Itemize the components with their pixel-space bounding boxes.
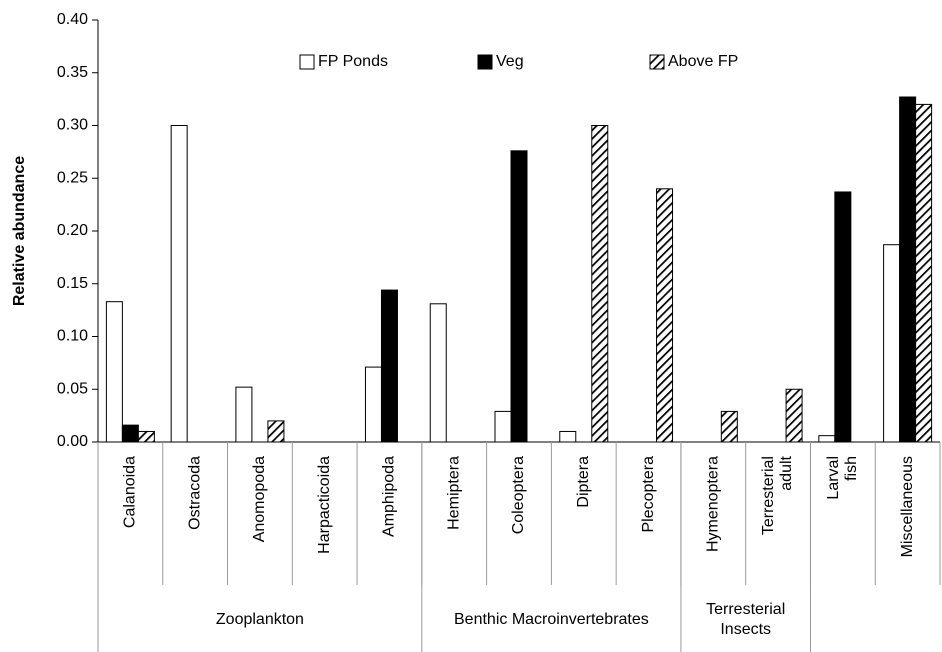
y-tick-label: 0.10 (57, 328, 88, 345)
bar (510, 150, 528, 443)
legend-swatch (299, 54, 315, 70)
y-axis-label: Relative abundance (11, 156, 28, 306)
x-tick-label: Amphipoda (381, 456, 398, 537)
x-tick-label: Larvalfish (825, 456, 860, 500)
x-tick-label: Hymenoptera (705, 456, 722, 552)
y-tick-label: 0.35 (57, 64, 88, 81)
x-tick-label: Calanoida (122, 456, 139, 528)
x-tick-label: Coleoptera (510, 456, 527, 534)
bar (915, 103, 933, 443)
legend-swatch (649, 54, 665, 70)
x-tick-label: Anomopoda (251, 456, 268, 542)
legend-label: Veg (496, 53, 524, 70)
bar (380, 289, 398, 443)
bar (121, 424, 139, 443)
y-tick-label: 0.15 (57, 275, 88, 292)
x-tick-label: Terresterialadult (760, 455, 795, 535)
bar (429, 303, 447, 443)
y-tick-label: 0.00 (57, 433, 88, 450)
group-label: Terresterial Insects (706, 601, 785, 638)
x-tick-label: Diptera (575, 456, 592, 508)
bar (364, 366, 382, 443)
bar (137, 430, 155, 443)
group-label: Benthic Macroinvertebrates (454, 611, 649, 628)
bar (105, 301, 123, 443)
group-label: Zooplankton (216, 611, 304, 628)
bar (834, 191, 852, 443)
legend-label: Above FP (668, 53, 738, 70)
y-tick-label: 0.20 (57, 222, 88, 239)
bar (656, 188, 674, 443)
legend-label: FP Ponds (318, 53, 388, 70)
bar (883, 244, 901, 443)
y-tick-label: 0.40 (57, 11, 88, 28)
y-tick-label: 0.05 (57, 380, 88, 397)
legend-swatch (477, 54, 493, 70)
bar (559, 430, 577, 443)
x-tick-label: Miscellaneous (899, 456, 916, 557)
bar (818, 435, 836, 443)
bar (267, 420, 285, 443)
y-tick-label: 0.30 (57, 117, 88, 134)
x-tick-label: Plecoptera (640, 456, 657, 533)
bar (235, 386, 253, 443)
y-tick-label: 0.25 (57, 169, 88, 186)
x-tick-label: Ostracoda (186, 456, 203, 530)
bar (494, 410, 512, 443)
bar (720, 410, 738, 443)
bar (785, 388, 803, 443)
bar (170, 125, 188, 443)
x-tick-label: Harpacticoida (316, 456, 333, 554)
bar (899, 96, 917, 443)
bar (591, 125, 609, 443)
x-tick-label: Hemiptera (445, 456, 462, 530)
